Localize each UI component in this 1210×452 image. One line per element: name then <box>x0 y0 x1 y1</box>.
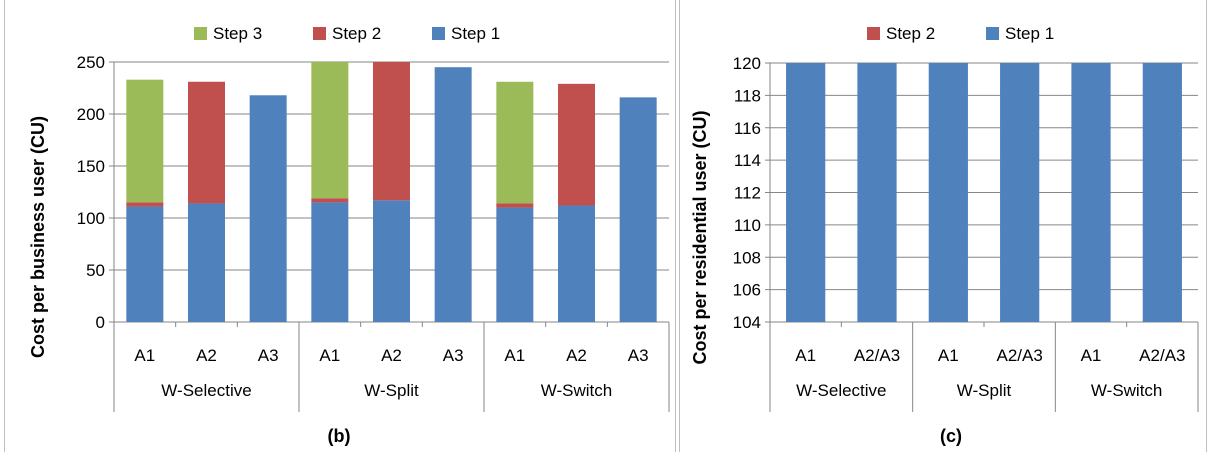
chart-b-legend-label: Step 1 <box>451 24 500 43</box>
chart-b-ytick-label: 0 <box>96 313 105 332</box>
chart-c-ytick-label: 104 <box>733 313 761 332</box>
chart-b-category-label: A3 <box>443 346 464 365</box>
chart-b-bar-step-1 <box>373 200 410 322</box>
chart-b-bar-step-2 <box>311 198 349 203</box>
chart-b-bar-step-2 <box>496 203 534 208</box>
chart-c-caption: (c) <box>940 426 962 446</box>
chart-c-bar-step-1 <box>1071 63 1111 322</box>
chart-b-bar-step-2 <box>558 83 595 206</box>
chart-b-bar-step-2 <box>188 81 225 204</box>
chart-b-group-label: W-Split <box>364 381 419 400</box>
chart-b-category-label: A1 <box>319 346 340 365</box>
chart-b-bar-step-2 <box>373 62 410 201</box>
chart-b-caption: (b) <box>328 426 351 446</box>
chart-c-bar-step-1 <box>1000 63 1040 322</box>
chart-c-category-label: A2/A3 <box>1139 346 1185 365</box>
chart-b-group-label: W-Selective <box>161 381 251 400</box>
chart-panel-b: 0 50 100 150 200 250 A1 A2 A3 A1 A2 A3 A1 A2 A3 W-Selec… <box>4 0 676 452</box>
chart-b-category-label: A3 <box>628 346 649 365</box>
chart-c-legend-label: Step 1 <box>1005 24 1054 43</box>
chart-c-category-label: A1 <box>1081 346 1102 365</box>
chart-c-y-axis-title: Cost per residential user (CU) <box>690 110 710 364</box>
chart-c-ytick-label: 120 <box>733 54 761 73</box>
chart-c-bar-step-1 <box>857 63 897 322</box>
chart-b-legend-swatch <box>194 27 207 40</box>
chart-b-bar-step-1 <box>249 95 287 322</box>
chart-c-group-label: W-Switch <box>1091 381 1162 400</box>
chart-b-ytick-label: 200 <box>77 105 105 124</box>
chart-c-bar-step-1 <box>786 63 826 322</box>
chart-b-category-label: A1 <box>134 346 155 365</box>
chart-b-group-label: W-Switch <box>541 381 612 400</box>
chart-c-ytick-label: 116 <box>734 119 761 138</box>
chart-b-category-label: A3 <box>258 346 279 365</box>
chart-c-ytick-label: 118 <box>734 86 761 105</box>
chart-c-ytick-label: 110 <box>734 216 761 235</box>
chart-c-category-label: A2/A3 <box>854 346 900 365</box>
chart-b-bar-step-2 <box>126 202 164 207</box>
chart-c-legend-label: Step 2 <box>886 24 935 43</box>
chart-c-group-label: W-Split <box>957 381 1012 400</box>
chart-b-bar-step-1 <box>311 202 349 322</box>
chart-b-svg: 0 50 100 150 200 250 A1 A2 A3 A1 A2 A3 A1 A2 A3 W-Selec… <box>28 24 670 446</box>
chart-c-ytick-label: 112 <box>734 184 761 203</box>
chart-b-bar-step-1 <box>496 207 534 322</box>
chart-c-ytick-label: 114 <box>734 151 761 170</box>
chart-b-legend-swatch <box>313 27 326 40</box>
chart-b-category-label: A2 <box>196 346 217 365</box>
chart-c-bar-step-1 <box>928 63 968 322</box>
chart-b-category-label: A2 <box>566 346 587 365</box>
chart-b-ytick-label: 50 <box>86 261 105 280</box>
chart-b-ytick-label: 250 <box>77 53 105 72</box>
chart-c-category-label: A1 <box>795 346 816 365</box>
chart-c-svg: 104 106 108 110 112 114 116 118 120 A1 A2/A3 A1 A2/A… <box>690 24 1199 446</box>
chart-b-ytick-label: 150 <box>77 157 105 176</box>
chart-b-y-axis-title: Cost per business user (CU) <box>28 116 48 358</box>
chart-b-bar-step-1 <box>126 206 164 322</box>
chart-b-category-label: A2 <box>381 346 402 365</box>
chart-b-bar-step-1 <box>434 67 472 322</box>
chart-c-legend-swatch <box>986 27 999 40</box>
chart-c-group-label: W-Selective <box>796 381 886 400</box>
chart-c-category-label: A2/A3 <box>997 346 1043 365</box>
chart-b-ytick-label: 100 <box>77 209 105 228</box>
chart-b-bar-step-3 <box>496 81 534 204</box>
chart-b-legend-label: Step 2 <box>332 24 381 43</box>
chart-c-bar-step-1 <box>1142 63 1182 322</box>
chart-panel-c: 104 106 108 110 112 114 116 118 120 A1 A2/A3 A1 A2/A… <box>679 0 1207 452</box>
chart-b-bar-step-3 <box>311 62 349 199</box>
chart-b-category-label: A1 <box>504 346 525 365</box>
chart-b-bar-step-3 <box>126 79 164 203</box>
chart-b-bar-step-1 <box>188 203 225 322</box>
chart-c-ytick-label: 106 <box>733 281 761 300</box>
chart-b-bar-step-1 <box>619 97 657 322</box>
chart-b-bar-step-1 <box>558 205 595 322</box>
chart-c-category-label: A1 <box>938 346 959 365</box>
chart-b-legend-label: Step 3 <box>213 24 262 43</box>
chart-c-legend-swatch <box>867 27 880 40</box>
chart-c-ytick-label: 108 <box>733 248 761 267</box>
chart-b-legend-swatch <box>432 27 445 40</box>
